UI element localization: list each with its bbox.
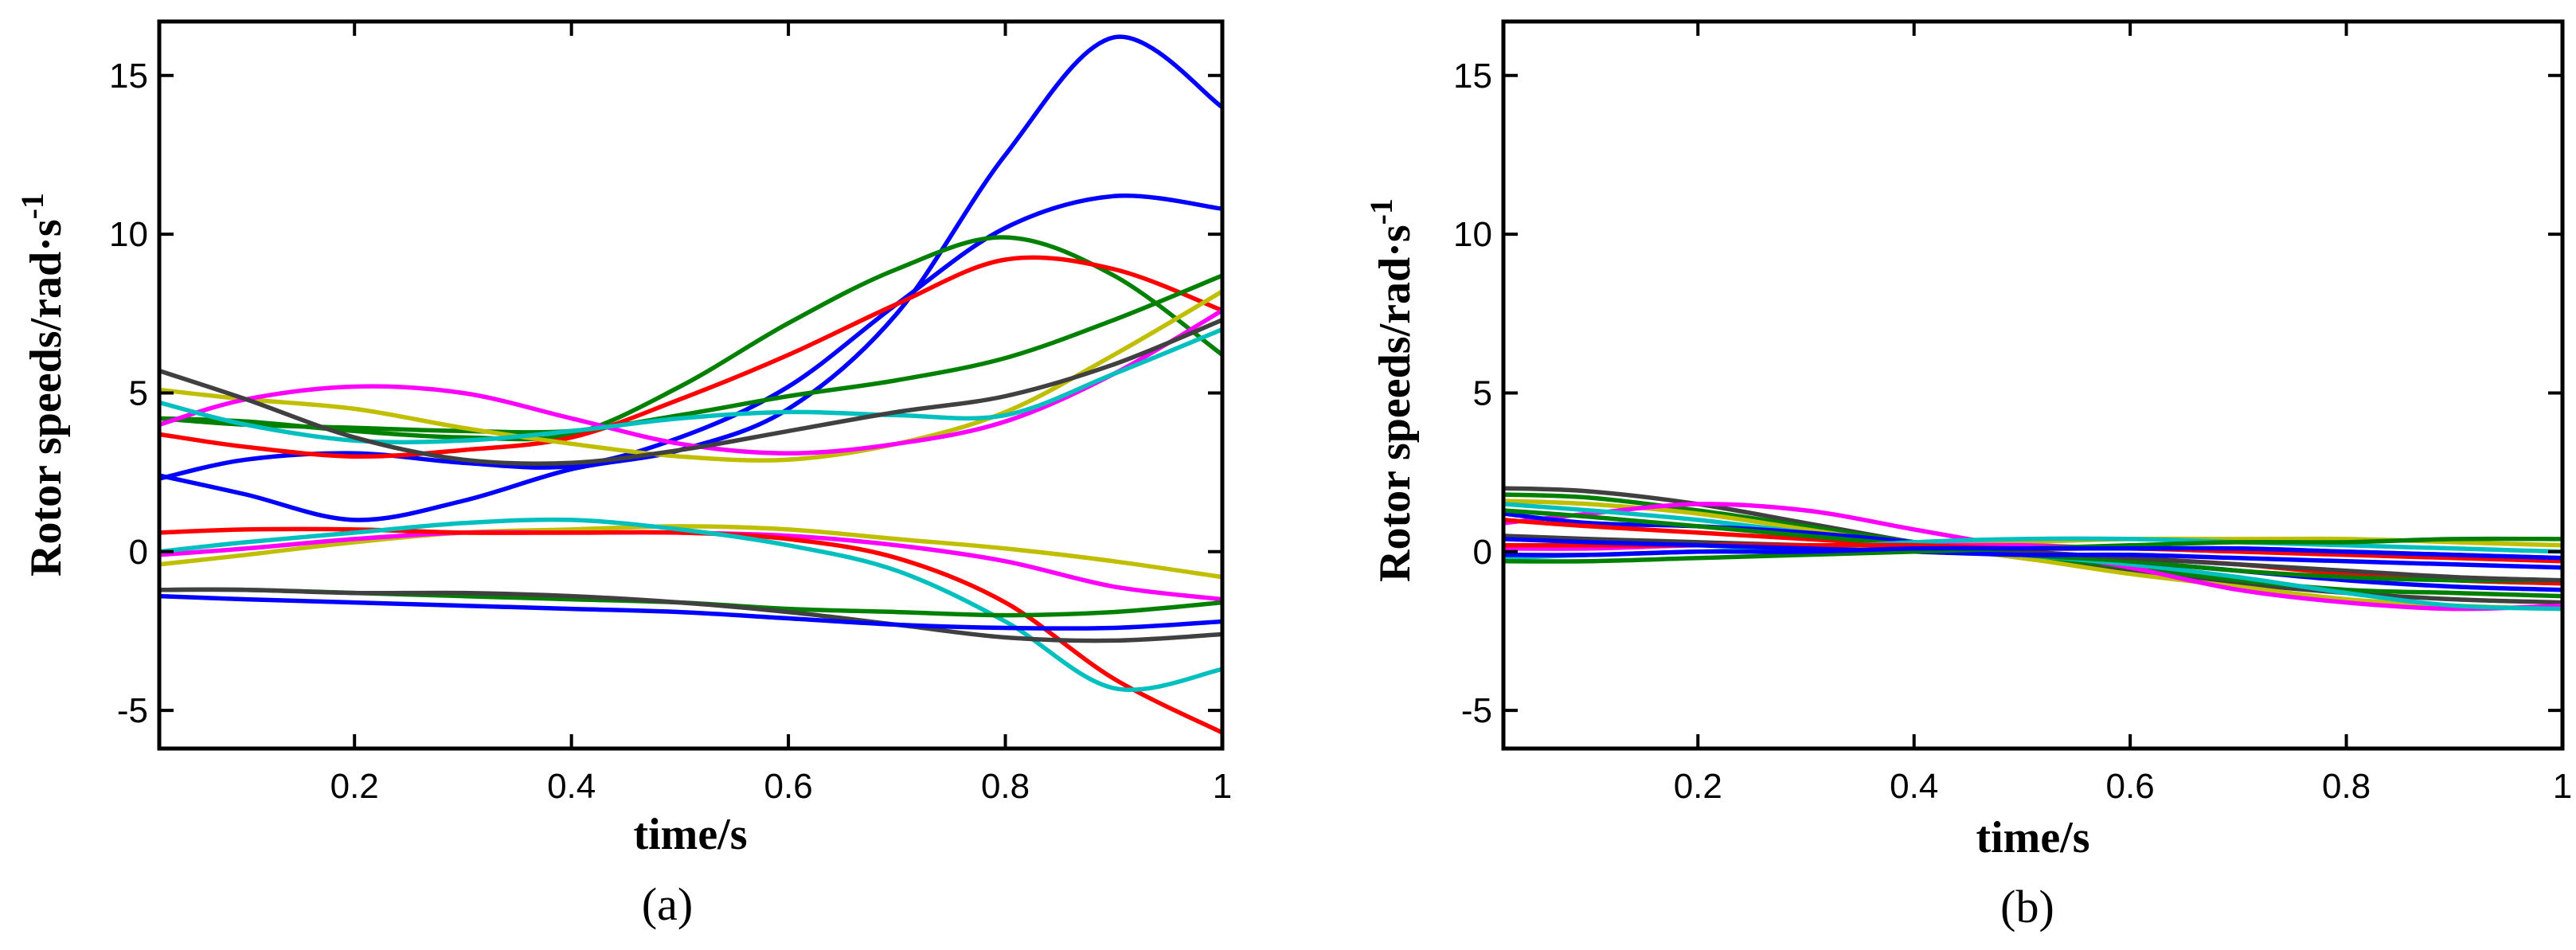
y-tick-label-a: -5 — [117, 691, 148, 730]
x-tick-label-a: 0.2 — [330, 767, 379, 806]
series-line-a-red-2 — [159, 526, 1222, 735]
series-line-b-blue-3 — [1503, 545, 2562, 561]
y-tick-label-b: 5 — [1473, 373, 1492, 412]
series-line-a-green-1 — [159, 235, 1222, 442]
y-tick-label-b: 0 — [1473, 533, 1492, 572]
series-layer-a — [159, 34, 1222, 735]
y-axis-title-main-a: Rotor speeds/rad·s — [21, 219, 71, 577]
plot-frame-b — [1501, 19, 2565, 751]
ticks-b: 0.2 0.4 0.6 0.8 1 -5 0 5 10 15 — [1453, 22, 2572, 806]
x-tick-label-a: 0.6 — [764, 767, 813, 806]
series-line-a-green-2 — [159, 273, 1222, 435]
y-axis-title-sup-b: -1 — [1363, 198, 1399, 225]
series-line-a-cyan-2 — [159, 517, 1222, 692]
series-line-b-yellow-1 — [1503, 498, 2562, 612]
series-line-a-yellow-1 — [159, 289, 1222, 463]
y-tick-label-b: 10 — [1453, 215, 1492, 254]
x-tick-label-b: 0.6 — [2106, 767, 2155, 806]
x-tick-label-b: 0.2 — [1674, 767, 1722, 806]
x-axis-title-a: time/s — [633, 810, 747, 859]
panel-b: 0.2 0.4 0.6 0.8 1 -5 0 5 10 15 time/s Rotor speed… — [1363, 19, 2572, 932]
series-layer-b — [1503, 486, 2562, 612]
series-line-a-red-1 — [159, 255, 1222, 459]
series-line-b-blue-2 — [1503, 537, 2562, 570]
x-tick-label-a: 0.4 — [547, 767, 596, 806]
y-tick-label-a: 15 — [109, 57, 148, 96]
series-line-a-blue-1 — [159, 34, 1222, 522]
series-line-b-dark-2 — [1503, 534, 2562, 583]
series-line-a-magenta-1 — [159, 308, 1222, 455]
series-line-a-magenta-2 — [159, 530, 1222, 602]
x-tick-label-b: 1 — [2553, 767, 2572, 806]
x-tick-label-b: 0.8 — [2322, 767, 2371, 806]
plot-frame-a — [157, 19, 1225, 751]
series-line-a-blue-2 — [159, 193, 1222, 481]
series-line-a-yellow-2 — [159, 524, 1222, 580]
y-axis-title-b: Rotor speeds/rad·s-1 — [1363, 198, 1420, 582]
x-axis-title-b: time/s — [1976, 813, 2089, 862]
panel-a: 0.2 0.4 0.6 0.8 1 -5 0 5 10 15 time/s Rotor speed… — [14, 19, 1232, 930]
x-tick-label-a: 1 — [1213, 767, 1232, 806]
series-line-a-dark-1 — [159, 318, 1222, 466]
series-line-a-cyan-1 — [159, 326, 1222, 445]
ticks-a: 0.2 0.4 0.6 0.8 1 -5 0 5 10 15 — [109, 22, 1232, 806]
y-tick-label-a: 5 — [129, 373, 148, 412]
y-tick-label-b: -5 — [1461, 691, 1492, 730]
series-line-a-blue-3 — [159, 593, 1222, 631]
series-line-a-dark-2 — [159, 587, 1222, 643]
x-tick-label-a: 0.8 — [981, 767, 1030, 806]
panel-label-b: (b) — [2000, 881, 2054, 932]
panel-label-a: (a) — [642, 878, 693, 930]
y-tick-label-a: 10 — [109, 215, 148, 254]
y-tick-label-a: 0 — [129, 533, 148, 572]
y-axis-title-main-b: Rotor speeds/rad·s — [1370, 225, 1420, 582]
y-axis-title-a: Rotor speeds/rad·s-1 — [14, 193, 71, 577]
y-tick-label-b: 15 — [1453, 57, 1492, 96]
x-tick-label-b: 0.4 — [1890, 767, 1938, 806]
y-axis-title-sup-a: -1 — [14, 193, 50, 219]
